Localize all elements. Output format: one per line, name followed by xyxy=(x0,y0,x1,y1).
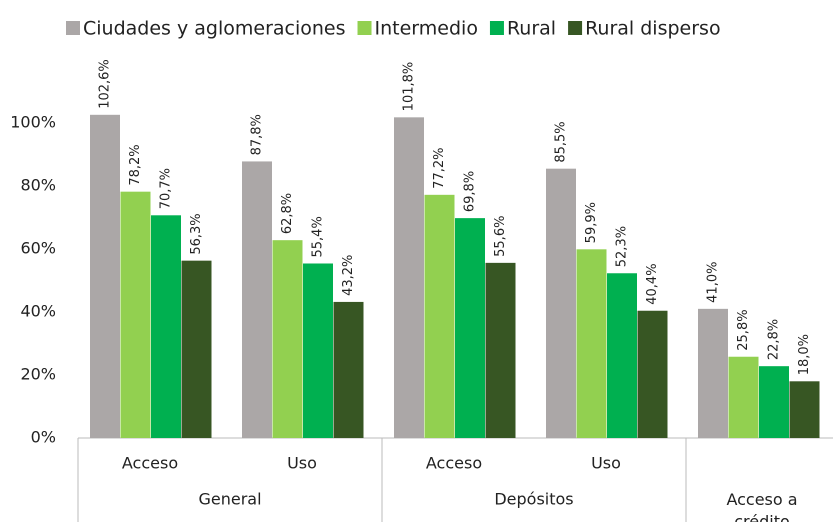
value-label: 77,2% xyxy=(432,148,447,189)
bar xyxy=(698,308,728,438)
bar xyxy=(485,262,516,438)
legend-label: Ciudades y aglomeraciones xyxy=(83,18,346,40)
legend-swatch xyxy=(568,21,583,35)
value-label: 78,2% xyxy=(128,144,143,185)
value-label: 102,6% xyxy=(98,59,113,109)
bar xyxy=(728,356,759,438)
group-label: Acceso a crédito xyxy=(726,490,797,522)
bar xyxy=(759,366,789,438)
value-label: 62,8% xyxy=(280,193,295,234)
value-label: 41,0% xyxy=(706,262,721,303)
bar xyxy=(394,117,424,438)
legend-label: Rural xyxy=(507,18,556,40)
value-label: 18,0% xyxy=(797,334,812,375)
value-label: 85,5% xyxy=(554,121,569,162)
value-label: 43,2% xyxy=(341,255,356,296)
value-label: 25,8% xyxy=(736,309,751,350)
bar xyxy=(90,114,120,438)
value-label: 87,8% xyxy=(250,114,265,155)
bar xyxy=(637,310,668,438)
value-label: 55,4% xyxy=(311,216,326,257)
x-tick-label: Acceso xyxy=(122,454,178,473)
bar xyxy=(303,263,333,438)
legend-label: Rural disperso xyxy=(585,18,721,40)
bar xyxy=(181,260,212,438)
bar xyxy=(120,191,151,438)
bar xyxy=(424,194,455,438)
group-label: Depósitos xyxy=(494,490,573,509)
value-label: 59,9% xyxy=(584,202,599,243)
legend-swatch xyxy=(357,21,372,35)
value-label: 55,6% xyxy=(493,216,508,257)
y-tick-label: 60% xyxy=(20,239,56,258)
y-tick-label: 80% xyxy=(20,176,56,195)
bar xyxy=(607,273,637,438)
y-tick-label: 40% xyxy=(20,302,56,321)
value-label: 52,3% xyxy=(615,226,630,267)
value-label: 101,8% xyxy=(402,62,417,112)
bar xyxy=(546,168,576,439)
bar xyxy=(576,249,607,438)
value-label: 22,8% xyxy=(767,319,782,360)
x-tick-label: Acceso xyxy=(426,454,482,473)
legend-swatch xyxy=(489,21,504,35)
bar xyxy=(272,240,303,438)
legend-label: Intermedio xyxy=(375,18,478,40)
x-tick-label: Uso xyxy=(591,454,621,473)
y-tick-label: 0% xyxy=(31,428,56,447)
value-label: 70,7% xyxy=(159,168,174,209)
legend-swatch xyxy=(66,21,80,35)
group-label: General xyxy=(198,490,261,509)
bar xyxy=(789,381,820,438)
bar xyxy=(242,161,272,438)
value-label: 69,8% xyxy=(463,171,478,212)
bar xyxy=(151,215,181,438)
y-tick-label: 20% xyxy=(20,365,56,384)
value-label: 56,3% xyxy=(189,213,204,254)
bar xyxy=(455,218,485,438)
value-label: 40,4% xyxy=(645,263,660,304)
y-tick-label: 100% xyxy=(10,113,56,132)
bar xyxy=(333,301,364,438)
x-tick-label: Uso xyxy=(287,454,317,473)
